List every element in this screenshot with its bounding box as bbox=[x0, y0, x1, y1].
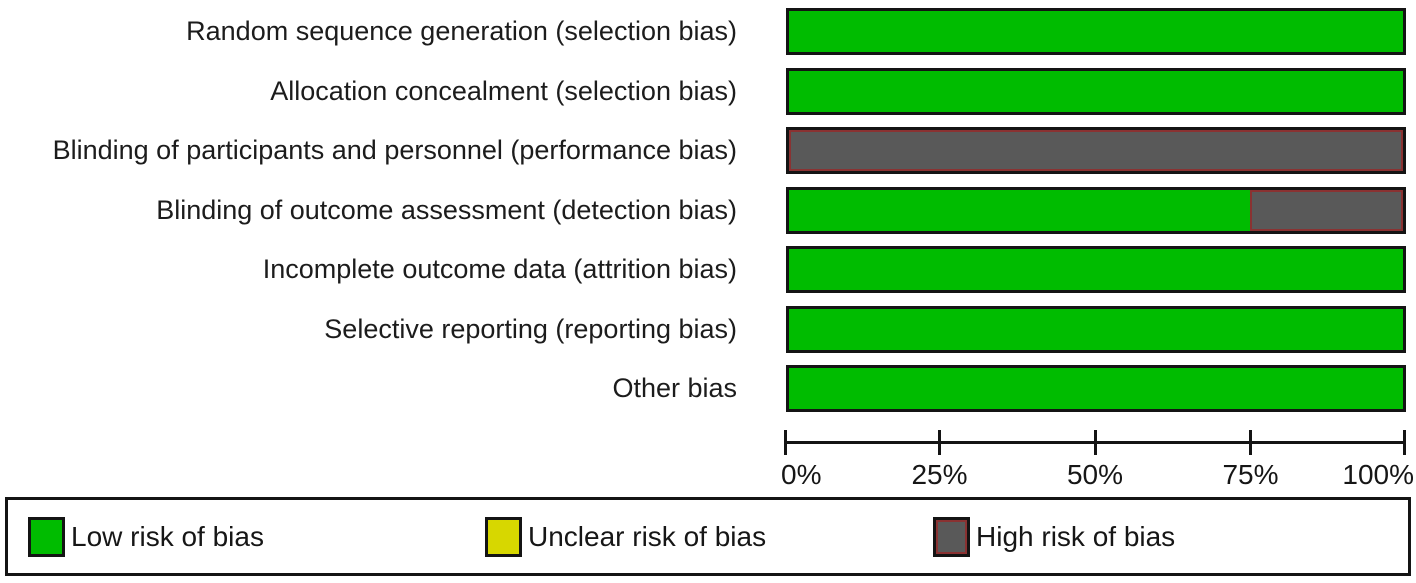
bar-track bbox=[786, 67, 1406, 115]
row-label: Blinding of outcome assessment (detectio… bbox=[156, 194, 737, 225]
legend-swatch-low bbox=[28, 516, 65, 557]
bar-segment-low bbox=[789, 249, 1403, 290]
bar-segment-low bbox=[789, 189, 1250, 231]
x-axis-tick-label: 25% bbox=[911, 459, 968, 490]
x-axis-tick-label: 75% bbox=[1222, 459, 1279, 490]
x-axis-tick bbox=[1093, 430, 1097, 455]
bar-track bbox=[786, 8, 1406, 55]
row-label: Other bias bbox=[612, 373, 737, 404]
x-axis-tick bbox=[1403, 430, 1406, 455]
bar-segment-high bbox=[1249, 189, 1403, 231]
row-label: Random sequence generation (selection bi… bbox=[186, 16, 737, 47]
legend-swatch-unclear bbox=[485, 516, 522, 557]
bias-row: Blinding of participants and personnel (… bbox=[0, 127, 1416, 174]
row-label: Selective reporting (reporting bias) bbox=[324, 313, 737, 344]
legend-item-label: High risk of bias bbox=[976, 520, 1176, 552]
chart-rows: Random sequence generation (selection bi… bbox=[0, 8, 1416, 412]
x-axis: 0% 25% 50% 75% 100% bbox=[781, 430, 1414, 490]
legend-item: Low risk of bias bbox=[28, 516, 264, 557]
legend-item: Unclear risk of bias bbox=[485, 516, 767, 557]
bar-segment-low bbox=[789, 368, 1403, 409]
bias-row: Allocation concealment (selection bias) bbox=[0, 67, 1416, 115]
legend-item-label: Low risk of bias bbox=[71, 520, 264, 552]
bias-row: Blinding of outcome assessment (detectio… bbox=[0, 186, 1416, 234]
bar-track bbox=[786, 365, 1406, 412]
legend-item-label: Unclear risk of bias bbox=[528, 520, 767, 552]
bar-segment-low bbox=[789, 308, 1403, 350]
bar-track bbox=[786, 127, 1406, 174]
bias-row: Other bias bbox=[0, 365, 1416, 412]
bias-row: Incomplete outcome data (attrition bias) bbox=[0, 246, 1416, 293]
legend-swatch-high bbox=[933, 516, 970, 557]
bar-segment-high bbox=[789, 130, 1403, 171]
bar-segment-low bbox=[789, 70, 1403, 112]
row-label: Blinding of participants and personnel (… bbox=[52, 135, 737, 166]
bar-segment-low bbox=[789, 11, 1403, 52]
bias-row: Selective reporting (reporting bias) bbox=[0, 305, 1416, 353]
legend: Low risk of bias Unclear risk of bias High… bbox=[5, 497, 1411, 576]
x-axis-tick-label: 50% bbox=[1066, 459, 1124, 490]
x-axis-tick bbox=[784, 430, 787, 455]
bar-track bbox=[786, 305, 1406, 353]
x-axis-tick bbox=[1249, 430, 1252, 455]
x-axis-tick-label: 0% bbox=[781, 459, 822, 490]
row-label: Incomplete outcome data (attrition bias) bbox=[262, 254, 737, 285]
bias-row: Random sequence generation (selection bi… bbox=[0, 8, 1416, 55]
legend-item: High risk of bias bbox=[933, 516, 1176, 557]
x-axis-tick bbox=[938, 430, 941, 455]
bar-track bbox=[786, 246, 1406, 293]
x-axis-tick-label: 100% bbox=[1342, 459, 1414, 490]
row-label: Allocation concealment (selection bias) bbox=[270, 75, 737, 106]
bar-track bbox=[786, 186, 1406, 234]
